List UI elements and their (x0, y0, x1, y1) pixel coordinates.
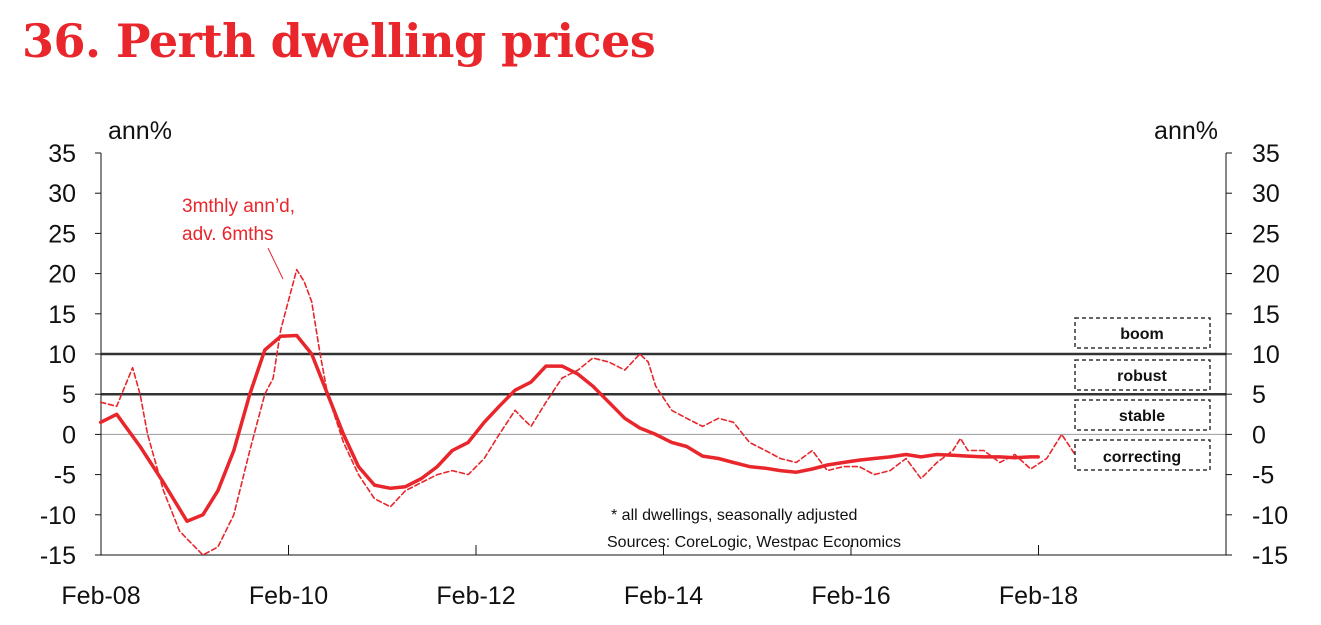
regime-label-stable: stable (1119, 408, 1165, 425)
y-tick-label-right: 35 (1252, 140, 1280, 168)
y-tick-label-right: 0 (1252, 421, 1266, 449)
annotation-leader-line (267, 247, 284, 280)
note-line-2: Sources: CoreLogic, Westpac Economics (607, 534, 901, 551)
y-tick-label-left: -10 (40, 502, 76, 530)
reference-lines (101, 352, 1226, 396)
y-tick-label-right: -10 (1252, 502, 1288, 530)
regime-label-correcting: correcting (1103, 449, 1181, 466)
y-tick-label-left: 35 (48, 140, 76, 168)
y-tick-label-left: -5 (54, 462, 76, 490)
series-line-solid (98, 333, 1040, 523)
note-line-1: * all dwellings, seasonally adjusted (611, 507, 857, 524)
x-tick-label: Feb-10 (249, 582, 328, 610)
y-axis-unit-right: ann% (1154, 117, 1218, 145)
annotation-line-1: 3mthly ann’d, (182, 196, 295, 217)
x-tick-label: Feb-08 (61, 582, 140, 610)
series-layer (98, 268, 1079, 556)
y-tick-label-right: -15 (1252, 542, 1288, 570)
regime-label-boom: boom (1120, 326, 1164, 343)
y-tick-label-left: 5 (62, 381, 76, 409)
x-tick-label: Feb-12 (436, 582, 515, 610)
regime-label-robust: robust (1117, 368, 1167, 385)
regime-box-correcting: correcting (1074, 439, 1211, 471)
y-axis-unit-left: ann% (108, 117, 172, 145)
y-tick-label-right: 10 (1252, 341, 1280, 369)
x-tick-label: Feb-14 (624, 582, 703, 610)
y-tick-label-right: 30 (1252, 180, 1280, 208)
regime-box-stable: stable (1074, 399, 1211, 431)
y-tick-label-left: 30 (48, 180, 76, 208)
y-tick-label-left: -15 (40, 542, 76, 570)
y-tick-label-right: 5 (1252, 381, 1266, 409)
regime-box-robust: robust (1074, 359, 1211, 391)
y-tick-label-right: 15 (1252, 301, 1280, 329)
tick-labels: 35 35 30 30 25 25 20 20 15 15 10 10 5 5 0 0 -5 -5 -10 -10 -1… (40, 140, 1288, 610)
y-tick-label-left: 25 (48, 220, 76, 248)
series-line-dashed (99, 268, 1079, 556)
axes (95, 152, 1232, 556)
x-tick-label: Feb-18 (999, 582, 1078, 610)
x-tick-label: Feb-16 (811, 582, 890, 610)
y-tick-label-left: 20 (48, 261, 76, 289)
annotation-line-2: adv. 6mths (182, 224, 274, 245)
chart-title: 36. Perth dwelling prices (22, 14, 656, 68)
y-tick-label-left: 10 (48, 341, 76, 369)
y-tick-label-right: 20 (1252, 261, 1280, 289)
y-tick-label-right: 25 (1252, 220, 1280, 248)
y-tick-label-left: 15 (48, 301, 76, 329)
y-tick-label-right: -5 (1252, 462, 1274, 490)
y-tick-label-left: 0 (62, 421, 76, 449)
regime-box-boom: boom (1074, 317, 1211, 349)
